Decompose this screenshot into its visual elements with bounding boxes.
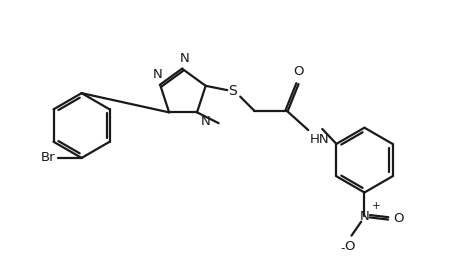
Text: N: N xyxy=(152,68,162,81)
Text: N: N xyxy=(179,52,189,65)
Text: O: O xyxy=(344,240,355,253)
Text: O: O xyxy=(293,65,304,78)
Text: HN: HN xyxy=(309,133,329,146)
Text: S: S xyxy=(228,84,237,98)
Text: N: N xyxy=(359,210,369,223)
Text: Br: Br xyxy=(41,152,56,165)
Text: N: N xyxy=(200,114,210,127)
Text: +: + xyxy=(372,201,381,211)
Text: -: - xyxy=(341,242,345,255)
Text: O: O xyxy=(394,212,404,225)
